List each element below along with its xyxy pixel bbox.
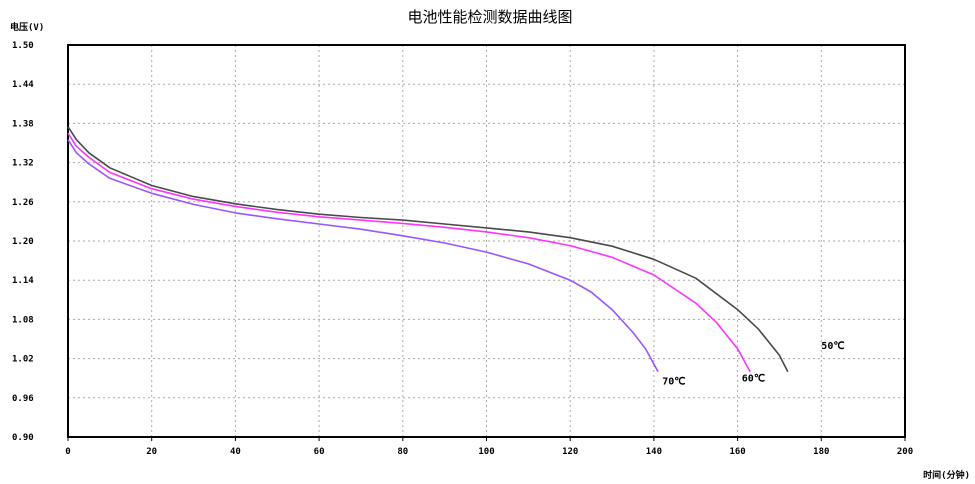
x-axis-ticks: 0 20 40 60 80 100 120 140 160 180 200: [65, 437, 913, 457]
y-tick-label: 1.02: [12, 355, 34, 365]
y-tick-label: 0.90: [12, 433, 34, 443]
y-axis-label: 电压(V): [10, 21, 44, 33]
chart-title: 电池性能检测数据曲线图: [407, 8, 572, 26]
y-tick-label: 1.14: [12, 276, 34, 286]
series-line-50c: [67, 126, 789, 373]
series-labels: 50℃ 60℃ 70℃: [662, 341, 844, 388]
y-tick-label: 1.32: [12, 159, 34, 169]
x-tick-label: 0: [65, 447, 70, 457]
x-tick-label: 80: [397, 447, 408, 457]
x-axis-label: 时间(分钟): [923, 469, 970, 481]
x-tick-label: 60: [314, 447, 325, 457]
y-axis-ticks: 0.90 0.96 1.02 1.08 1.14 1.20 1.26 1.32 1.38 1.44…: [12, 41, 34, 443]
x-tick-label: 200: [897, 447, 913, 457]
x-tick-label: 180: [813, 447, 829, 457]
y-tick-label: 0.96: [12, 394, 34, 404]
y-tick-label: 1.26: [12, 198, 34, 208]
series-label-70c: 70℃: [662, 377, 685, 388]
gridlines: [68, 45, 905, 437]
series-label-60c: 60℃: [742, 373, 765, 384]
series-line-60c: [67, 132, 751, 373]
series-lines: [67, 126, 789, 373]
y-tick-label: 1.44: [12, 80, 34, 90]
series-line-70c: [67, 139, 659, 373]
x-tick-label: 40: [230, 447, 241, 457]
x-tick-label: 160: [729, 447, 745, 457]
y-tick-label: 1.08: [12, 315, 34, 325]
x-tick-label: 120: [562, 447, 578, 457]
series-label-50c: 50℃: [821, 341, 844, 352]
y-tick-label: 1.20: [12, 237, 34, 247]
x-tick-label: 20: [146, 447, 157, 457]
x-tick-label: 140: [646, 447, 662, 457]
y-tick-label: 1.50: [12, 41, 34, 51]
x-tick-label: 100: [478, 447, 494, 457]
y-tick-label: 1.38: [12, 119, 34, 129]
